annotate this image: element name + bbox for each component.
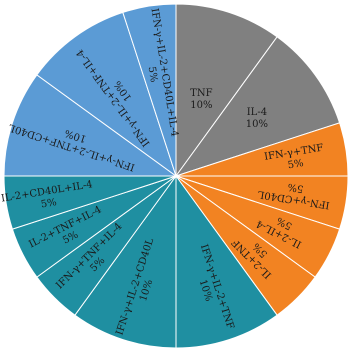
- slice-name-label: TNF: [190, 88, 212, 99]
- slice-percent-label: 5%: [40, 197, 57, 210]
- slice-percent-label: 10%: [190, 100, 212, 111]
- slice-percent-label: 5%: [146, 66, 159, 83]
- pie-slice-2: [174, 36, 341, 177]
- pie-slice-8: [74, 174, 177, 349]
- slice-percent-label: 10%: [246, 119, 268, 130]
- slice-name-label: IL-4: [247, 107, 267, 118]
- pie-slice-7: [175, 174, 278, 349]
- pie-slices: [3, 3, 349, 349]
- slice-label-2: IL-410%: [246, 107, 268, 130]
- pie-slice-1: [175, 3, 278, 178]
- slice-percent-label: 5%: [287, 158, 304, 171]
- pie-slice-14: [122, 3, 177, 177]
- slice-percent-label: 5%: [287, 181, 304, 194]
- pie-slice-13: [36, 11, 177, 178]
- pie-slice-12: [3, 74, 178, 177]
